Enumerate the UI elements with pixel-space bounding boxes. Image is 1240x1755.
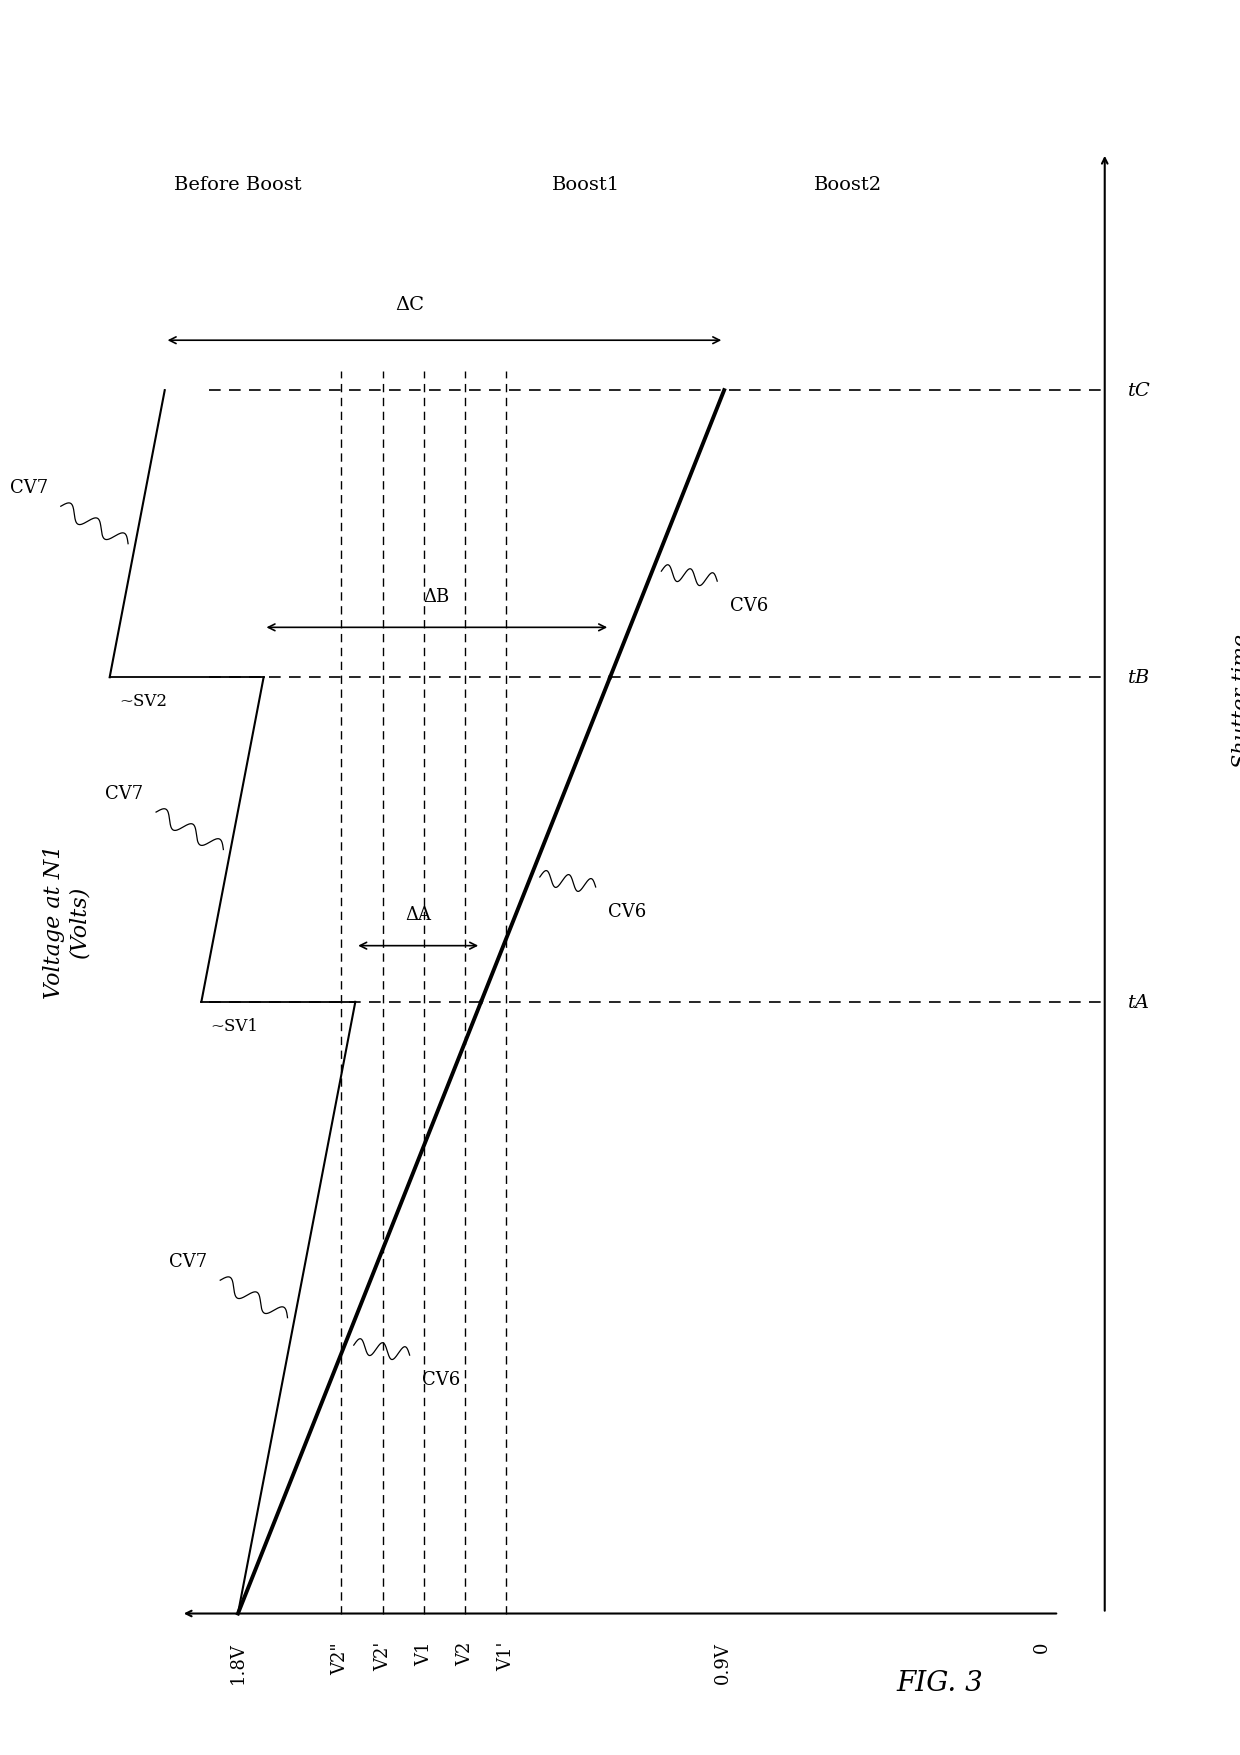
Text: FIG. 3: FIG. 3 [897,1669,983,1695]
Text: CV6: CV6 [423,1371,461,1388]
Text: 0: 0 [1033,1641,1052,1653]
Text: Voltage at N1
(Volts): Voltage at N1 (Volts) [43,844,91,999]
Text: ΔB: ΔB [424,588,450,605]
Text: Boost1: Boost1 [552,176,620,195]
Text: V1': V1' [497,1641,515,1671]
Text: Before Boost: Before Boost [174,176,301,195]
Text: tB: tB [1127,669,1149,686]
Text: CV7: CV7 [10,479,48,497]
Text: 1.8V: 1.8V [229,1641,247,1683]
Text: V2': V2' [373,1641,392,1671]
Text: CV6: CV6 [609,902,647,920]
Text: 0.9V: 0.9V [714,1641,732,1683]
Text: ΔA: ΔA [405,906,432,923]
Text: CV7: CV7 [169,1253,207,1271]
Text: V2: V2 [456,1641,474,1665]
Text: tA: tA [1127,993,1149,1011]
Text: tC: tC [1127,383,1151,400]
Text: ~SV1: ~SV1 [211,1018,258,1034]
Text: V1: V1 [415,1641,433,1665]
Text: CV7: CV7 [105,784,143,802]
Text: Shutter time: Shutter time [1233,634,1240,767]
Text: Boost2: Boost2 [815,176,882,195]
Text: V2": V2" [331,1641,350,1674]
Text: ~SV2: ~SV2 [119,693,167,709]
Text: CV6: CV6 [730,597,769,614]
Text: ΔC: ΔC [396,295,425,314]
